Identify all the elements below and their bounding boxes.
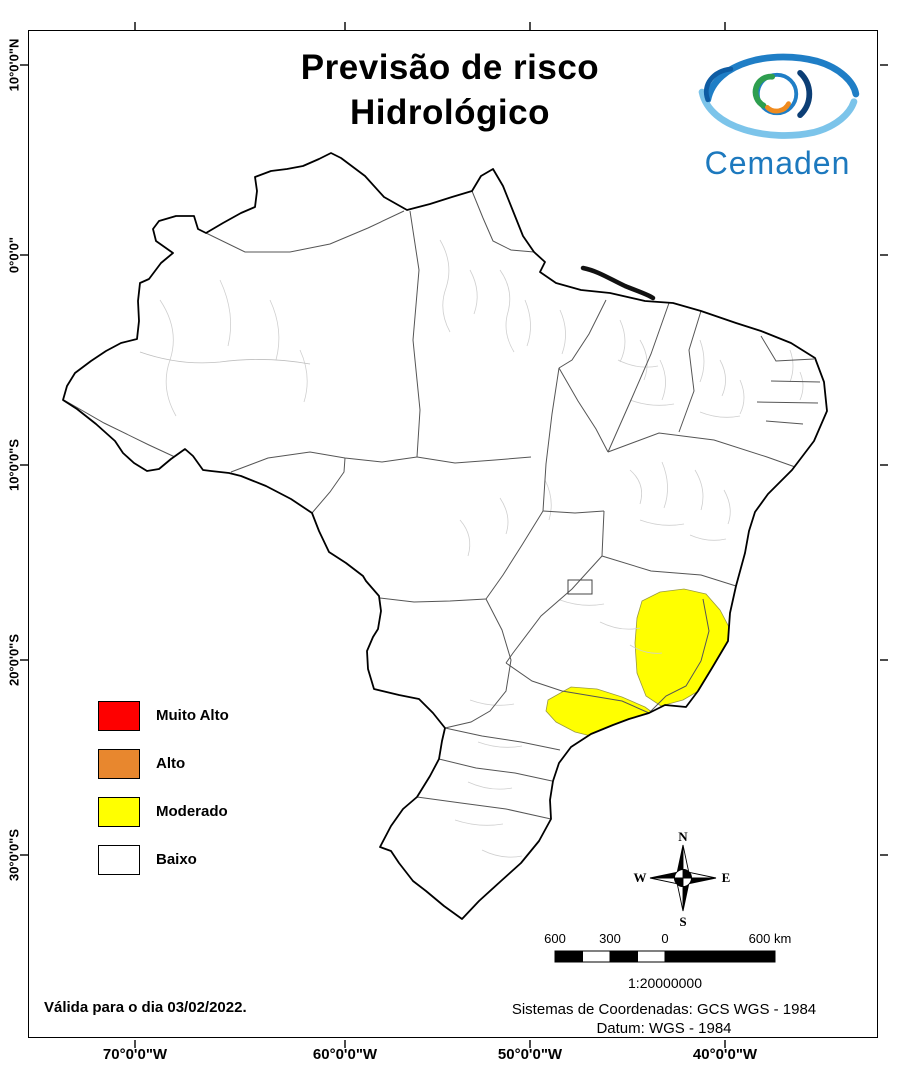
scale-label-300: 300 [599, 931, 621, 946]
lat-label-30s: 30°0'0"S [6, 828, 22, 882]
lat-label-10n: 10°0'0"N [6, 38, 22, 92]
page-title: Previsão de risco Hidrológico [250, 46, 650, 136]
legend-label-alto: Alto [156, 755, 186, 772]
legend-item-alto: Alto [98, 748, 229, 779]
crs-line1: Sistemas de Coordenadas: GCS WGS - 1984 [511, 1001, 817, 1018]
scale-ratio: 1:20000000 [628, 975, 702, 991]
legend-item-muito-alto: Muito Alto [98, 700, 229, 731]
legend-item-baixo: Baixo [98, 844, 229, 875]
legend-swatch-baixo [98, 844, 140, 875]
page-title-line2: Hidrológico [350, 92, 550, 132]
legend-label-moderado: Moderado [156, 803, 228, 820]
lon-label-60w: 60°0'0"W [312, 1046, 378, 1063]
scale-label-0: 0 [661, 931, 668, 946]
risk-region-moderado-east [634, 588, 731, 707]
scale-label-600-left: 600 [544, 931, 566, 946]
lon-label-40w: 40°0'0"W [692, 1046, 758, 1063]
legend-label-muito-alto: Muito Alto [156, 707, 229, 724]
legend-swatch-alto [98, 748, 140, 779]
lon-label-70w: 70°0'0"W [102, 1046, 168, 1063]
brazil-outline [62, 152, 828, 920]
legend-swatch-muito-alto [98, 700, 140, 731]
graticule-ticks [20, 22, 888, 1048]
crs-line2: Datum: WGS - 1984 [596, 1019, 732, 1037]
cemaden-wordmark: Cemaden [704, 145, 851, 181]
north-coast-dark-marking [580, 265, 656, 301]
map-frame [28, 30, 878, 1038]
cemaden-eye-icon [698, 53, 860, 139]
lon-label-50w: 50°0'0"W [497, 1046, 563, 1063]
compass-rose: N S W E [634, 829, 731, 929]
coordinate-system-note: Sistemas de Coordenadas: GCS WGS - 1984 … [468, 1001, 860, 1039]
scale-label-600-km: 600 km [749, 931, 792, 946]
lat-label-10s: 10°0'0"S [6, 438, 22, 492]
risk-legend: Muito Alto Alto Moderado Baixo [98, 700, 229, 892]
compass-south-label: S [679, 914, 686, 929]
lat-label-20s: 20°0'0"S [6, 633, 22, 687]
legend-item-moderado: Moderado [98, 796, 229, 827]
compass-north-label: N [678, 829, 688, 844]
legend-label-baixo: Baixo [156, 851, 197, 868]
validity-note: Válida para o dia 03/02/2022. [44, 999, 247, 1016]
page-title-line1: Previsão de risco [300, 48, 600, 87]
brazil-landmass [63, 153, 827, 919]
scale-bar: 600 300 0 600 km 1:20000000 [544, 931, 791, 991]
compass-west-label: W [634, 870, 647, 885]
compass-east-label: E [722, 870, 731, 885]
legend-swatch-moderado [98, 796, 140, 827]
lat-label-0: 0°0'0" [6, 236, 22, 274]
state-boundaries [63, 190, 821, 820]
municipality-boundaries [139, 239, 804, 858]
cemaden-logo: Cemaden [675, 44, 880, 189]
